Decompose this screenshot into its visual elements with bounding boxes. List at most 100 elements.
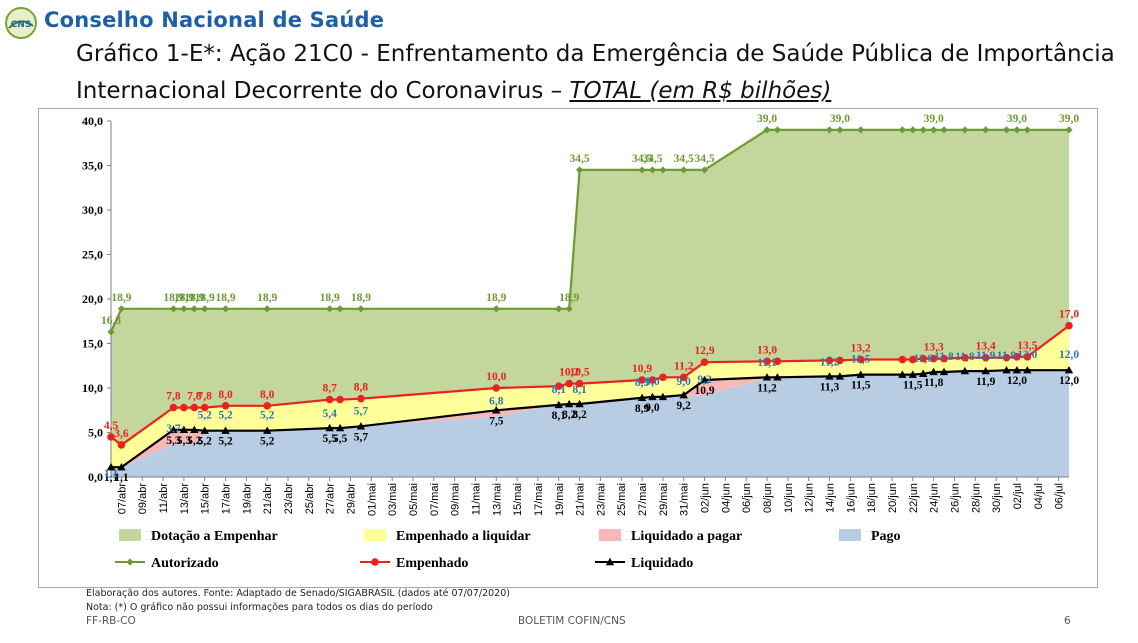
y-tick-label: 35,0 — [82, 159, 103, 173]
point-empenhado — [336, 395, 344, 404]
point-empenhado — [898, 355, 907, 364]
point-liquidado — [325, 423, 334, 432]
y-tick-label: 40,0 — [82, 114, 103, 128]
x-tick-label: 04/jun — [720, 483, 732, 513]
data-label-pago: 1,1 — [104, 468, 119, 480]
data-label-liquidado: 8,2 — [572, 409, 587, 421]
x-tick-label: 05/mai — [408, 483, 420, 516]
point-liquidado — [648, 392, 657, 401]
point-autorizado — [961, 126, 969, 134]
x-tick-label: 18/jun — [866, 483, 878, 513]
x-tick-label: 03/mai — [387, 483, 399, 516]
point-empenhado — [919, 354, 928, 363]
y-tick-label: 5,0 — [88, 426, 103, 440]
point-liquidado — [1064, 366, 1074, 374]
data-label-pago: 11,8 — [955, 351, 975, 363]
x-tick-label: 13/mai — [491, 483, 503, 516]
point-liquidado — [835, 372, 845, 380]
x-tick-label: 29/abr — [346, 483, 358, 515]
data-label-empenhado: 8,0 — [218, 389, 233, 401]
point-liquidado — [492, 406, 501, 414]
x-tick-label: 11/abr — [158, 483, 170, 514]
point-empenhado — [1065, 321, 1073, 330]
point-empenhado — [180, 403, 188, 412]
x-tick-label: 06/jun — [741, 483, 753, 513]
point-autorizado — [575, 166, 584, 174]
point-empenhado — [169, 403, 178, 412]
data-label-autorizado: 39,0 — [1007, 113, 1027, 125]
x-tick-label: 13/abr — [179, 483, 191, 515]
point-liquidado — [1012, 366, 1022, 374]
x-tick-label: 28/jun — [970, 483, 982, 513]
data-label-liquidado: 7,5 — [489, 415, 504, 427]
x-tick-label: 23/abr — [283, 483, 295, 515]
data-label-empenhado: 10,2 — [559, 367, 579, 379]
point-liquidado — [554, 400, 563, 409]
chart-frame: 0,0 5,0 10,0 15,0 20,0 25,0 30,0 35,0 40,0 07/abr… — [38, 108, 1098, 588]
point-empenhado — [1013, 353, 1021, 361]
point-autorizado — [763, 126, 771, 134]
data-label-empenhado: 17,0 — [1059, 309, 1079, 321]
page-number: 6 — [1064, 615, 1071, 627]
point-liquidado — [825, 372, 834, 380]
legend-swatch — [364, 529, 386, 541]
legend-marker — [605, 557, 615, 566]
data-label-autorizado: 18,9 — [486, 292, 506, 304]
point-autorizado — [982, 126, 990, 134]
data-label-pago: 11,9 — [976, 350, 996, 362]
page-title: Gráfico 1-E*: Ação 21C0 - Enfrentamento … — [76, 36, 1136, 110]
data-label-pago: 12,0 — [1017, 349, 1037, 361]
data-label-liquidado: 11,9 — [976, 376, 996, 388]
legend-label: Liquidado a pagar — [631, 529, 742, 544]
x-tick-label: 02/jul — [1012, 483, 1024, 509]
data-label-liquidado: 8,9 — [635, 403, 650, 415]
point-autorizado — [680, 166, 688, 174]
data-label-liquidado: 5,2 — [218, 436, 233, 448]
chart: 0,0 5,0 10,0 15,0 20,0 25,0 30,0 35,0 40,0 07/abr… — [82, 113, 1079, 571]
data-label-pago: 6,8 — [489, 395, 504, 407]
y-tick-label: 0,0 — [88, 470, 103, 484]
point-autorizado — [825, 126, 834, 134]
data-label-autorizado: 18,9 — [559, 292, 579, 304]
point-autorizado — [930, 126, 938, 134]
data-label-liquidado: 11,2 — [757, 382, 777, 394]
data-label-empenhado: 13,2 — [851, 343, 871, 355]
data-label-autorizado: 18,9 — [320, 292, 340, 304]
point-empenhado — [856, 355, 865, 364]
title-main: Gráfico 1-E*: Ação 21C0 - Enfrentamento … — [76, 41, 1115, 104]
legend-label: Empenhado — [396, 556, 468, 571]
data-label-autorizado: 34,5 — [570, 153, 590, 165]
data-label-autorizado: 34,5 — [632, 153, 652, 165]
point-empenhado — [117, 441, 126, 449]
data-label-autorizado: 34,5 — [642, 153, 662, 165]
data-label-pago: 9,2 — [697, 374, 712, 386]
x-tick-label: 21/abr — [262, 483, 274, 515]
data-label-pago: 9,0 — [677, 376, 692, 388]
point-autorizado — [107, 328, 115, 336]
x-tick-label: 11/mai — [470, 483, 482, 515]
point-liquidado — [169, 425, 178, 434]
x-tick-label: 08/jun — [762, 483, 774, 513]
data-label-autorizado: 18,9 — [215, 292, 235, 304]
point-autorizado — [1023, 126, 1031, 134]
x-tick-label: 07/abr — [116, 483, 128, 515]
y-tick-label: 20,0 — [82, 292, 103, 306]
data-label-pago: 5,2 — [198, 410, 213, 422]
data-label-liquidado: 1,1 — [114, 472, 129, 484]
data-label-autorizado: 18,9 — [351, 292, 371, 304]
x-tick-label: 10/jun — [783, 483, 795, 513]
data-label-liquidado: 5,7 — [354, 431, 369, 443]
x-tick-label: 29/mai — [658, 483, 670, 516]
point-empenhado — [263, 402, 271, 410]
point-empenhado — [1002, 353, 1011, 362]
data-label-autorizado: 39,0 — [1059, 113, 1079, 125]
data-label-empenhado: 10,0 — [486, 371, 506, 383]
data-label-autorizado: 16,3 — [101, 315, 121, 327]
point-liquidado — [762, 373, 772, 381]
point-empenhado — [773, 357, 782, 366]
data-label-empenhado: 8,0 — [260, 389, 275, 401]
x-tick-label: 24/jun — [929, 483, 941, 513]
data-label-empenhado: 13,4 — [976, 341, 996, 353]
x-tick-label: 01/mai — [366, 483, 378, 516]
x-tick-label: 15/abr — [200, 483, 212, 515]
